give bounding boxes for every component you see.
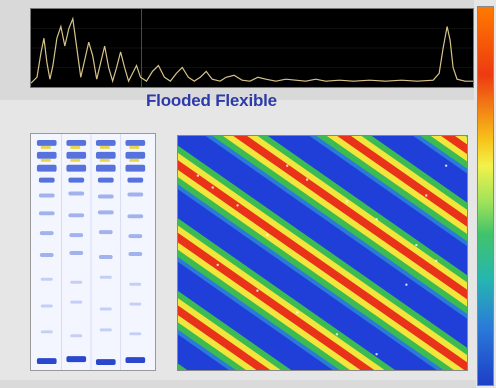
heatmap-panel xyxy=(177,135,468,371)
spectrum-grid xyxy=(31,28,473,68)
intensity-panel xyxy=(30,133,156,371)
intensity-svg xyxy=(31,134,155,370)
overlay-title: Flooded Flexible xyxy=(146,91,277,110)
spectrum-panel xyxy=(0,0,474,100)
bottom-status-strip xyxy=(0,380,476,388)
heatmap-fill xyxy=(178,136,467,370)
colorbar xyxy=(477,6,494,386)
intensity-columns xyxy=(36,134,146,370)
spectrum-line xyxy=(31,16,473,84)
spectrum-plot xyxy=(30,8,474,88)
spectrum-svg xyxy=(31,9,473,87)
heatmap-svg xyxy=(178,136,467,370)
heatmap-speckle xyxy=(196,164,448,356)
